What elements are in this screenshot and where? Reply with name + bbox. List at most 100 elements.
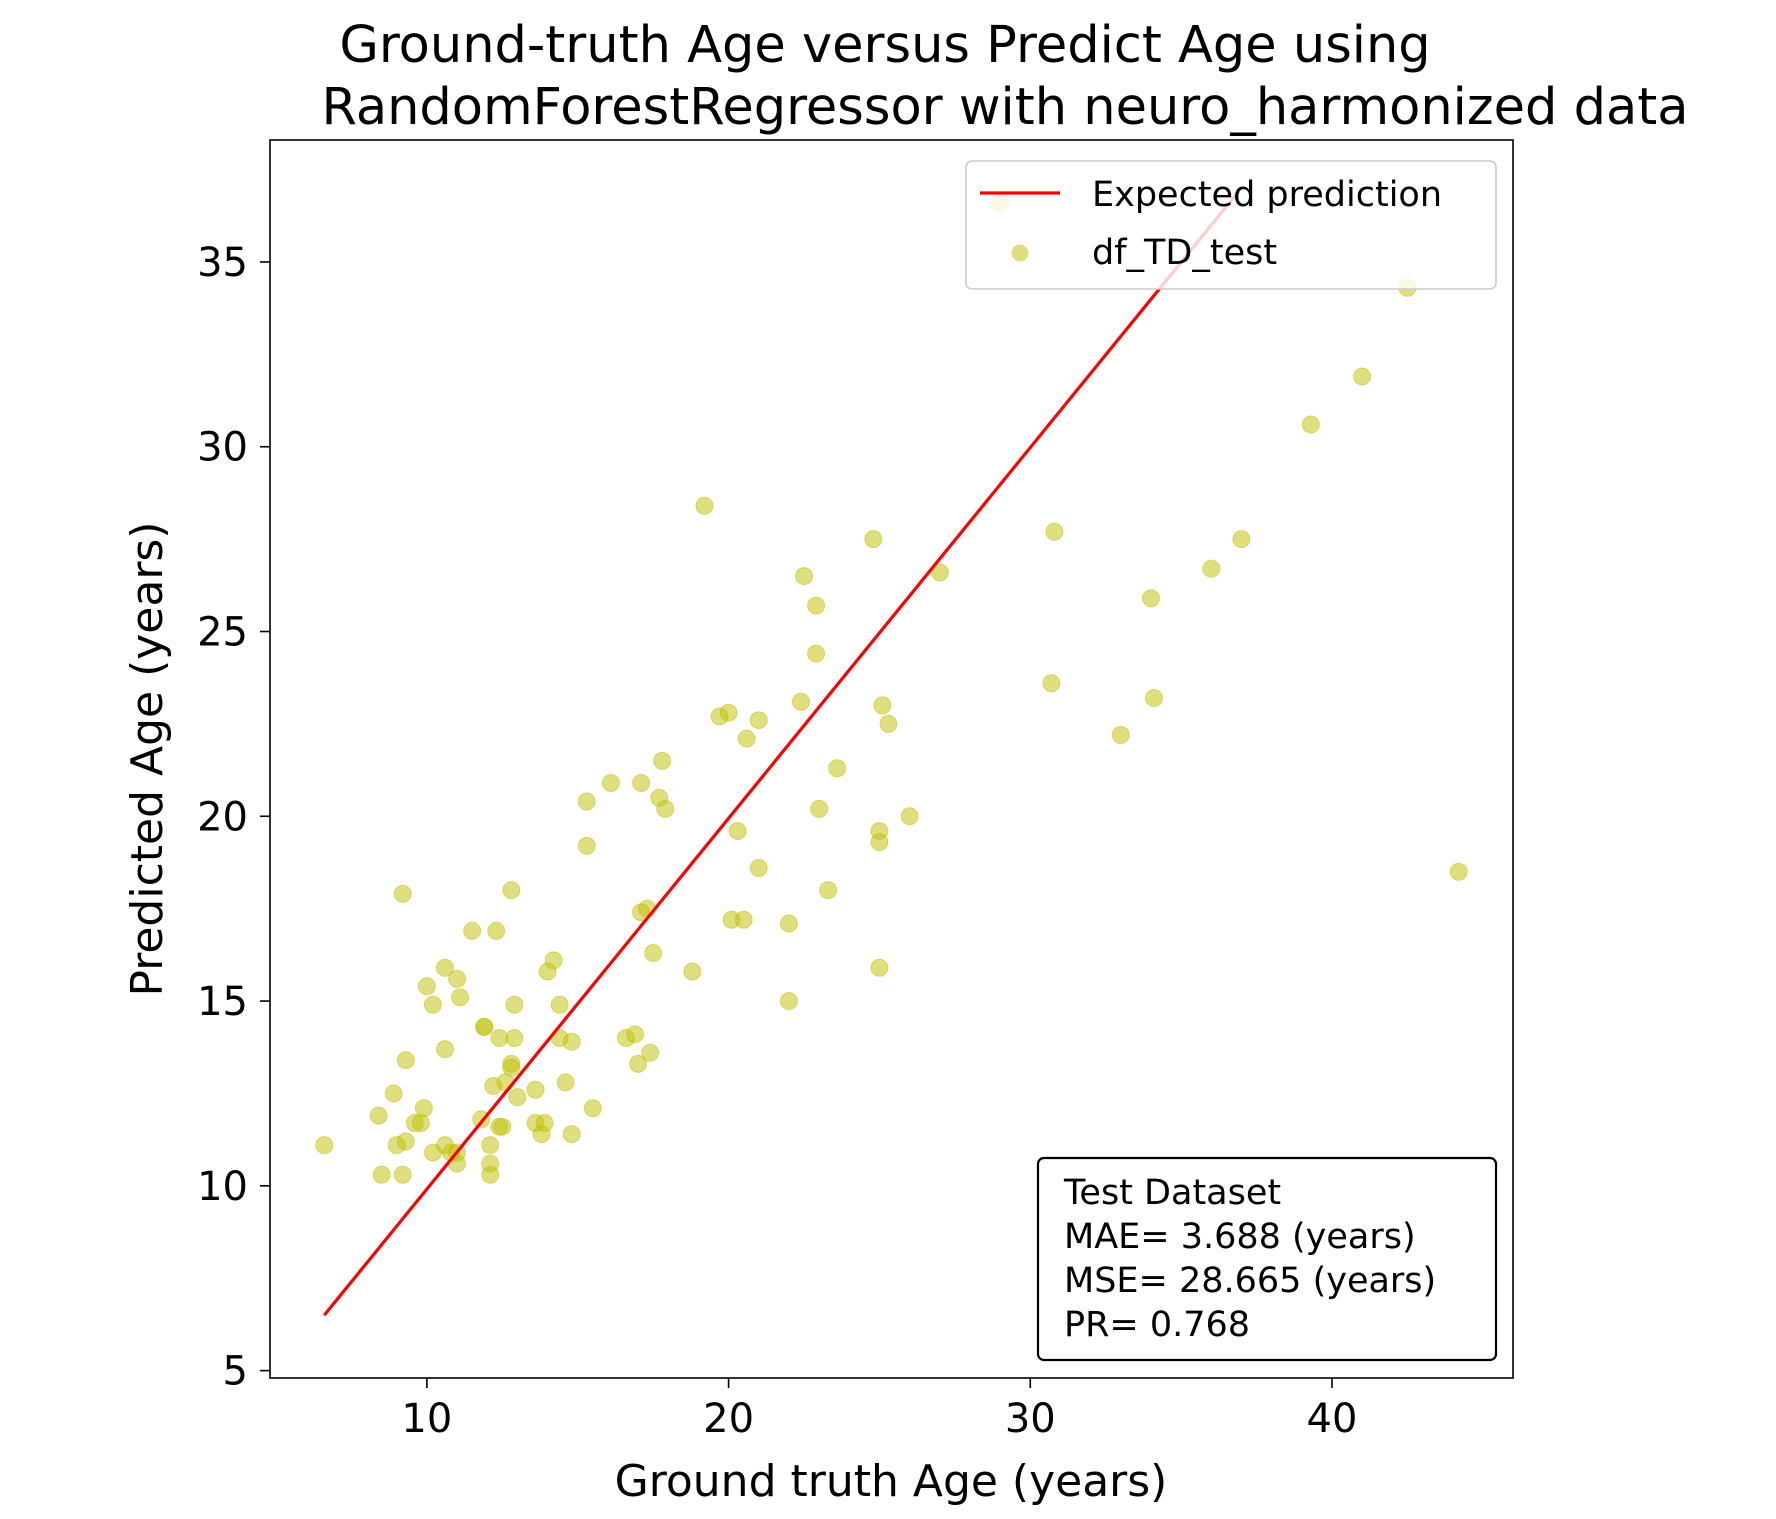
data-point bbox=[315, 1136, 334, 1155]
data-point bbox=[505, 995, 524, 1014]
data-point bbox=[396, 1132, 415, 1151]
data-point bbox=[577, 792, 596, 811]
data-point bbox=[475, 1017, 494, 1036]
y-axis-ticks: 5 10 15 20 25 30 35 bbox=[197, 240, 270, 1395]
data-point bbox=[414, 1099, 433, 1118]
data-point bbox=[779, 992, 798, 1011]
data-point bbox=[577, 836, 596, 855]
legend-label-expected: Expected prediction bbox=[1092, 175, 1442, 215]
data-point bbox=[734, 910, 753, 929]
y-tick-label: 25 bbox=[197, 610, 248, 656]
data-point bbox=[451, 988, 470, 1007]
y-tick-label: 15 bbox=[197, 979, 248, 1025]
y-tick-label: 5 bbox=[223, 1349, 248, 1395]
data-point bbox=[526, 1080, 545, 1099]
data-point bbox=[1449, 862, 1468, 881]
data-point bbox=[1042, 674, 1061, 693]
data-point bbox=[384, 1084, 403, 1103]
data-point bbox=[396, 1051, 415, 1070]
legend-box bbox=[965, 160, 1497, 290]
stats-pr: PR= 0.768 bbox=[1064, 1305, 1250, 1345]
data-point bbox=[1301, 415, 1320, 434]
data-point bbox=[508, 1088, 527, 1107]
chart-title-line-2: RandomForestRegressor with neuro_harmoni… bbox=[322, 78, 1689, 137]
legend: Expected prediction df_TD_test bbox=[965, 160, 1497, 290]
data-point bbox=[550, 995, 569, 1014]
data-point bbox=[601, 774, 620, 793]
data-point bbox=[870, 958, 889, 977]
data-point bbox=[900, 807, 919, 826]
data-point bbox=[728, 822, 747, 841]
data-point bbox=[930, 563, 949, 582]
data-point bbox=[737, 729, 756, 748]
legend-point-swatch bbox=[1011, 244, 1029, 262]
data-point bbox=[411, 1114, 430, 1133]
data-point bbox=[1141, 589, 1160, 608]
data-point bbox=[423, 995, 442, 1014]
x-tick-label: 30 bbox=[1005, 1396, 1056, 1442]
data-point bbox=[481, 1165, 500, 1184]
data-point bbox=[828, 759, 847, 778]
data-point bbox=[795, 567, 814, 586]
data-point bbox=[632, 774, 651, 793]
data-point bbox=[779, 914, 798, 933]
data-point bbox=[656, 799, 675, 818]
data-point bbox=[626, 1025, 645, 1044]
data-point bbox=[372, 1165, 391, 1184]
data-point bbox=[1144, 689, 1163, 708]
data-point bbox=[505, 1029, 524, 1048]
data-point bbox=[791, 692, 810, 711]
chart-title-line-1: Ground-truth Age versus Predict Age usin… bbox=[339, 16, 1430, 75]
data-point bbox=[417, 977, 436, 996]
x-tick-label: 10 bbox=[401, 1396, 452, 1442]
y-tick-label: 30 bbox=[197, 425, 248, 471]
data-point bbox=[562, 1125, 581, 1144]
data-point bbox=[749, 859, 768, 878]
data-point bbox=[393, 1165, 412, 1184]
data-point bbox=[873, 696, 892, 715]
data-point bbox=[393, 884, 412, 903]
data-point bbox=[644, 944, 663, 963]
data-point bbox=[369, 1106, 388, 1125]
data-point bbox=[1045, 522, 1064, 541]
data-point bbox=[683, 962, 702, 981]
data-point bbox=[535, 1114, 554, 1133]
data-point bbox=[502, 881, 521, 900]
data-point bbox=[807, 644, 826, 663]
data-point bbox=[653, 751, 672, 770]
data-point bbox=[448, 969, 467, 988]
data-point bbox=[544, 951, 563, 970]
y-tick-label: 10 bbox=[197, 1164, 248, 1210]
x-axis-ticks: 10 20 30 40 bbox=[401, 1378, 1357, 1442]
x-axis-label: Ground truth Age (years) bbox=[615, 1456, 1168, 1507]
data-point bbox=[502, 1058, 521, 1077]
data-point bbox=[583, 1099, 602, 1118]
data-point bbox=[490, 1029, 509, 1048]
data-point bbox=[749, 711, 768, 730]
data-point bbox=[490, 1117, 509, 1136]
data-point bbox=[562, 1032, 581, 1051]
data-point bbox=[1353, 367, 1372, 386]
data-point bbox=[695, 496, 714, 515]
stats-heading: Test Dataset bbox=[1063, 1173, 1281, 1213]
stats-annotation: Test Dataset MAE= 3.688 (years) MSE= 28.… bbox=[1036, 1156, 1498, 1362]
stats-mae: MAE= 3.688 (years) bbox=[1064, 1217, 1416, 1257]
data-point bbox=[719, 703, 738, 722]
data-point bbox=[879, 714, 898, 733]
legend-label-df-td-test: df_TD_test bbox=[1092, 233, 1277, 273]
plot-frame bbox=[269, 139, 1514, 1379]
data-point bbox=[1202, 559, 1221, 578]
expected-line-group bbox=[323, 190, 1240, 1317]
data-point bbox=[819, 881, 838, 900]
x-tick-label: 20 bbox=[703, 1396, 754, 1442]
data-point bbox=[435, 1040, 454, 1059]
y-axis-label: Predicted Age (years) bbox=[122, 521, 173, 996]
data-point bbox=[1232, 530, 1251, 549]
data-point bbox=[864, 530, 883, 549]
data-point bbox=[870, 833, 889, 852]
data-point bbox=[487, 921, 506, 940]
data-point bbox=[435, 958, 454, 977]
data-point bbox=[481, 1136, 500, 1155]
y-tick-label: 20 bbox=[197, 794, 248, 840]
